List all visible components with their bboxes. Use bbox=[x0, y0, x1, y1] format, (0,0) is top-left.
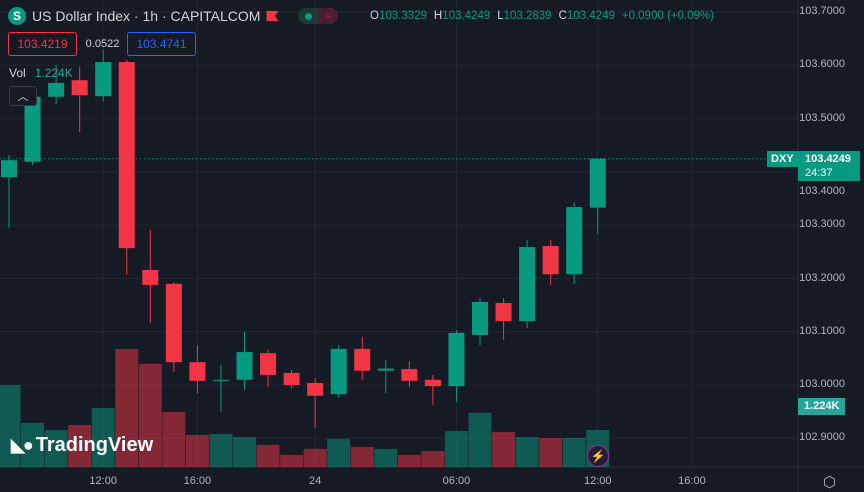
price-label: 103.2000 bbox=[799, 271, 845, 284]
price-label: 103.5000 bbox=[799, 111, 845, 124]
volume-bar bbox=[492, 431, 516, 467]
candle-body bbox=[189, 362, 206, 381]
candle-body bbox=[589, 158, 606, 208]
volume-bar bbox=[444, 430, 468, 467]
volume-bar bbox=[327, 438, 351, 467]
volume-tag: 1.224K bbox=[798, 398, 846, 415]
candle-body bbox=[236, 352, 253, 380]
close-value: 103.4249 bbox=[566, 10, 615, 22]
volume-bar bbox=[162, 411, 186, 467]
volume-bar bbox=[303, 448, 327, 467]
sell-button[interactable]: 103.4219 bbox=[8, 32, 77, 56]
low-value: 103.2839 bbox=[503, 10, 552, 22]
volume-bar bbox=[374, 448, 398, 467]
symbol-title[interactable]: US Dollar Index · 1h · CAPITALCOM bbox=[32, 8, 261, 24]
ohlc-values: O103.3329 H103.4249 L103.2839 C103.4249 … bbox=[370, 10, 714, 22]
volume-bar bbox=[397, 454, 421, 467]
candle-body bbox=[401, 369, 418, 381]
collapse-legend-button[interactable]: ︿ bbox=[9, 86, 37, 106]
time-label: 12:00 bbox=[89, 475, 117, 487]
volume-bar bbox=[0, 385, 21, 467]
volume-bar bbox=[209, 434, 233, 467]
volume-bar bbox=[256, 444, 280, 467]
last-price-tag: 103.4249 24:37 bbox=[798, 151, 860, 181]
price-label: 103.7000 bbox=[799, 5, 845, 17]
time-label: 16:00 bbox=[678, 475, 706, 487]
market-status[interactable]: ≈ bbox=[298, 8, 339, 24]
volume-bar bbox=[539, 437, 563, 467]
volume-bar bbox=[185, 434, 209, 467]
candle-body bbox=[212, 379, 229, 381]
candle-body bbox=[542, 245, 559, 275]
time-label: 06:00 bbox=[442, 475, 471, 487]
candle-body bbox=[71, 80, 88, 96]
volume-bar bbox=[44, 430, 68, 467]
candle-body bbox=[260, 353, 277, 375]
candle-body bbox=[142, 269, 159, 285]
volume-bar bbox=[68, 424, 92, 467]
volume-bar bbox=[421, 450, 445, 467]
volume-bar bbox=[233, 437, 256, 467]
candle-body bbox=[519, 247, 536, 322]
candle-body bbox=[495, 303, 512, 322]
settings-icon[interactable]: ⬡ bbox=[823, 474, 837, 491]
market-open-icon bbox=[298, 8, 319, 24]
candle-body bbox=[448, 332, 465, 387]
symbol-logo-icon: S bbox=[8, 7, 26, 25]
time-label: 24 bbox=[309, 475, 322, 487]
candle-body bbox=[354, 348, 371, 371]
volume-bar bbox=[350, 447, 374, 467]
candle-body bbox=[283, 372, 300, 386]
candle-body bbox=[118, 62, 135, 249]
price-label: 103.3000 bbox=[799, 218, 845, 231]
candle-body bbox=[1, 160, 17, 178]
volume-bar bbox=[280, 454, 304, 467]
volume-bar bbox=[468, 412, 492, 467]
candle-body bbox=[424, 379, 441, 387]
candle-body bbox=[307, 382, 324, 396]
price-label: 103.6000 bbox=[799, 58, 845, 71]
candle-body bbox=[377, 368, 394, 371]
tradingview-logo[interactable]: ◣● TradingView bbox=[11, 434, 154, 456]
volume-legend: Vol 1.224K bbox=[9, 66, 73, 80]
price-label: 102.9000 bbox=[799, 431, 845, 444]
change-value: +0.0900 (+0.09%) bbox=[621, 10, 714, 22]
price-label: 103.0000 bbox=[799, 378, 845, 391]
volume-bar bbox=[562, 437, 586, 467]
candle-body bbox=[165, 283, 182, 363]
candle-body bbox=[95, 62, 112, 97]
volume-bar bbox=[21, 422, 45, 467]
buy-button[interactable]: 103.4741 bbox=[127, 32, 196, 56]
time-label: 16:00 bbox=[183, 475, 212, 487]
volume-bar bbox=[91, 407, 115, 467]
chart-legend: S US Dollar Index · 1h · CAPITALCOM ≈ bbox=[8, 7, 339, 25]
flag-icon[interactable] bbox=[266, 11, 279, 21]
volume-bar bbox=[515, 437, 539, 467]
candle-body bbox=[24, 96, 41, 162]
open-value: 103.3329 bbox=[378, 10, 427, 22]
time-label: 12:00 bbox=[583, 475, 612, 487]
candle-body bbox=[472, 301, 488, 335]
spread-value: 0.0522 bbox=[85, 38, 120, 50]
candle-body bbox=[48, 82, 65, 97]
candle-body bbox=[330, 348, 347, 395]
volume-bar bbox=[115, 348, 139, 467]
volume-bar bbox=[138, 363, 162, 467]
delayed-data-icon: ≈ bbox=[318, 8, 339, 24]
price-label: 103.4000 bbox=[799, 185, 845, 197]
lightning-icon[interactable]: ⚡ bbox=[587, 445, 609, 467]
candle-body bbox=[566, 207, 583, 275]
price-label: 103.1000 bbox=[799, 324, 845, 337]
high-value: 103.4249 bbox=[442, 10, 491, 22]
symbol-tag: DXY bbox=[767, 151, 798, 167]
